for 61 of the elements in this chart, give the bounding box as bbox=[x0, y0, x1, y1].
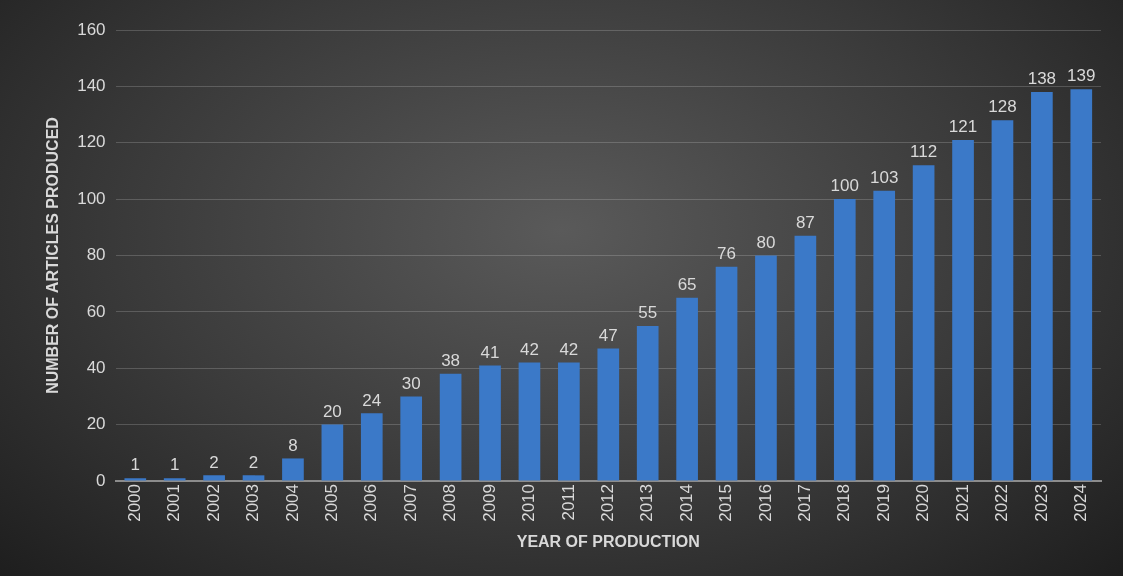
data-label: 42 bbox=[559, 339, 579, 359]
x-tick-label: 2008 bbox=[440, 483, 460, 522]
x-tick-label: 2007 bbox=[400, 483, 420, 522]
data-label: 80 bbox=[756, 232, 776, 252]
x-tick-label: 2023 bbox=[1031, 483, 1051, 522]
y-tick-label: 80 bbox=[86, 245, 106, 265]
data-label: 30 bbox=[401, 373, 421, 393]
data-label: 1 bbox=[169, 455, 180, 475]
y-tick-label: 60 bbox=[86, 301, 106, 321]
x-tick-label: 2024 bbox=[1070, 483, 1090, 522]
x-tick-label: 2018 bbox=[834, 483, 854, 522]
y-axis-title: NUMBER OF ARTICLES PRODUCED bbox=[44, 117, 62, 394]
x-tick-label: 2022 bbox=[992, 483, 1012, 522]
x-tick-label: 2011 bbox=[558, 483, 578, 521]
data-label: 24 bbox=[362, 390, 382, 410]
data-label: 55 bbox=[638, 303, 658, 323]
x-tick-label: 2001 bbox=[164, 483, 184, 522]
x-tick-label: 2015 bbox=[716, 483, 736, 522]
y-tick-label: 160 bbox=[77, 19, 106, 39]
data-label: 100 bbox=[830, 176, 859, 196]
data-label: 103 bbox=[870, 167, 899, 187]
x-tick-label: 2003 bbox=[243, 483, 263, 522]
x-tick-label: 2020 bbox=[913, 483, 933, 522]
x-tick-label: 2010 bbox=[519, 483, 539, 522]
x-tick-label: 2006 bbox=[361, 483, 381, 522]
x-tick-label: 2016 bbox=[755, 483, 775, 522]
data-label: 65 bbox=[677, 274, 697, 294]
x-tick-label: 2005 bbox=[322, 483, 342, 522]
y-tick-label: 0 bbox=[96, 470, 106, 490]
data-label: 87 bbox=[795, 212, 815, 232]
x-tick-label: 2013 bbox=[637, 483, 657, 522]
data-label: 42 bbox=[519, 339, 539, 359]
y-tick-label: 100 bbox=[77, 188, 106, 208]
x-tick-label: 2004 bbox=[282, 483, 302, 522]
data-label: 20 bbox=[322, 401, 342, 421]
data-label: 76 bbox=[717, 243, 736, 263]
data-label: 41 bbox=[480, 342, 500, 362]
data-label: 128 bbox=[988, 97, 1017, 117]
data-label: 112 bbox=[910, 142, 938, 162]
y-tick-label: 120 bbox=[77, 132, 106, 152]
x-tick-label: 2019 bbox=[873, 483, 893, 522]
data-label: 138 bbox=[1027, 69, 1057, 89]
data-label: 121 bbox=[948, 117, 978, 137]
y-tick-label: 20 bbox=[86, 414, 106, 434]
x-tick-label: 2014 bbox=[676, 483, 696, 522]
data-label: 38 bbox=[441, 351, 461, 371]
data-label: 2 bbox=[209, 452, 219, 472]
y-tick-label: 140 bbox=[77, 76, 106, 96]
data-label: 2 bbox=[248, 452, 259, 472]
x-tick-label: 2002 bbox=[203, 483, 223, 522]
x-tick-label: 2009 bbox=[479, 483, 499, 522]
x-tick-label: 2017 bbox=[795, 483, 815, 522]
data-label: 8 bbox=[288, 435, 298, 455]
data-label: 47 bbox=[598, 325, 618, 345]
y-tick-label: 40 bbox=[86, 357, 106, 377]
data-label: 139 bbox=[1067, 66, 1096, 86]
x-tick-label: 2000 bbox=[124, 483, 144, 522]
x-axis-title: YEAR OF PRODUCTION bbox=[516, 532, 700, 550]
x-tick-label: 2012 bbox=[597, 483, 617, 522]
x-tick-label: 2021 bbox=[952, 483, 972, 522]
data-label: 1 bbox=[130, 455, 141, 475]
